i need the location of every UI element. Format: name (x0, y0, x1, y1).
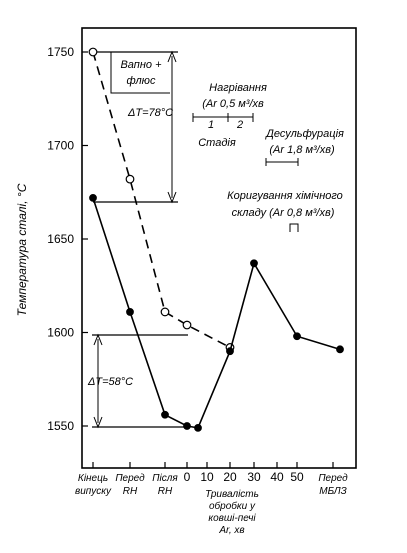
solid-series-point (126, 308, 134, 316)
solid-series-point (336, 345, 344, 354)
x-tick-label: 50 (290, 470, 304, 484)
solid-series-point (293, 332, 301, 341)
x-tick-label: МБЛЗ (319, 486, 347, 497)
x-tick-label: RH (123, 486, 138, 497)
dt-top-label: ΔT=78°C (127, 107, 173, 119)
desulf-label: (Ar 1,8 м³/хв) (269, 144, 335, 156)
heating-label: (Ar 0,5 м³/хв (202, 98, 264, 110)
dashed-series-line (92, 51, 231, 349)
x-tick-label: Кінець (78, 473, 108, 484)
x-tick-label: Перед (318, 473, 348, 484)
desulf-label: Десульфурація (264, 128, 344, 140)
solid-series-point (183, 422, 191, 430)
stage-brackets (192, 113, 254, 122)
x-tick-label: 30 (247, 470, 261, 484)
x-tick-label: 20 (223, 470, 237, 484)
x-tick-label: випуску (75, 486, 112, 497)
dashed-series-point (160, 307, 170, 317)
y-tick-label: 1750 (47, 45, 74, 59)
x-tick-label: 10 (200, 470, 214, 484)
desulf-bracket (265, 158, 299, 166)
lime-flux-label: флюс (127, 75, 156, 87)
y-tick-label: 1650 (47, 232, 74, 246)
y-tick-label: 1600 (47, 326, 74, 340)
dashed-series-point (182, 320, 192, 330)
dashed-series-point (88, 47, 98, 57)
solid-series-point (250, 259, 258, 268)
x-tick-label: 0 (184, 470, 191, 484)
lime-flux-label: Вапно + (120, 59, 162, 71)
dt-bottom-arrowheads (93, 333, 103, 429)
x-axis-label: Тривалість (205, 489, 259, 500)
stage-1-label: 1 (208, 119, 214, 131)
x-tick-label: Після (152, 473, 178, 484)
solid-series-point (89, 193, 97, 202)
x-tick-label: Перед (115, 473, 145, 484)
y-axis: 1750 1700 1650 1600 1550 Температура сталі, °… (15, 45, 88, 433)
x-tick-label: 40 (270, 470, 284, 484)
heating-label: Нагрівання (209, 82, 267, 94)
x-axis-label: ковші-печі (208, 513, 256, 524)
stage-label: Стадія (198, 137, 236, 149)
plot-frame (81, 27, 357, 469)
y-axis-label: Температура сталі, °С (15, 183, 29, 316)
correction-label: складу (Ar 0,8 м³/хв) (232, 207, 335, 219)
plot-border (81, 27, 357, 469)
correction-bracket (289, 223, 299, 232)
annotations: ΔT=78°C ΔT=58°C Вапно + флюс Нагрівання (Ar 0… (87, 50, 344, 429)
dt-top-arrowheads (167, 50, 177, 204)
x-axis-label: обробки у (209, 500, 256, 512)
x-axis-label: Ar, хв (218, 525, 244, 536)
x-tick-label: RH (158, 486, 173, 497)
dt-bottom-label: ΔT=58°C (87, 376, 133, 388)
stage-2-label: 2 (236, 119, 243, 131)
lime-flux-bracket (110, 52, 170, 94)
y-tick-label: 1700 (47, 139, 74, 153)
solid-series-point (161, 410, 169, 419)
y-tick-label: 1550 (47, 419, 74, 433)
solid-series-point (194, 423, 202, 432)
series-solid (89, 193, 344, 432)
correction-label: Коригування хімічного (227, 190, 343, 202)
dashed-series-point (125, 174, 135, 184)
solid-series-point (226, 347, 234, 356)
